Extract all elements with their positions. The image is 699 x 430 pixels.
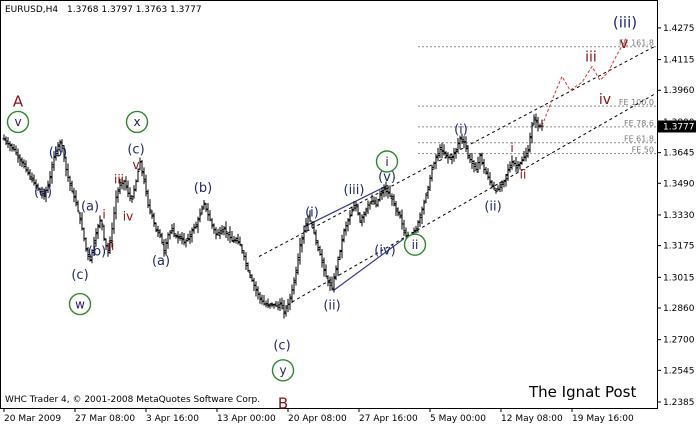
wave-label: B [278,394,288,412]
wave-label: A [13,93,24,111]
wave-label: (ii) [323,299,340,314]
chart-header: EURUSD,H4 1.3768 1.3797 1.3763 1.3777 [5,5,202,15]
wave-trend-line [333,238,405,291]
watermark-text: The Ignat Post [528,383,636,401]
x-tick-label: 27 Apr 16:00 [359,414,418,424]
y-tick-label: 1.3645 [663,149,695,159]
x-tick-label: 20 Apr 08:00 [288,414,347,424]
wave-label: (i) [305,206,319,221]
wave-label: iv [599,92,611,108]
y-tick-label: 1.3330 [663,211,695,221]
wave-label: (c) [71,268,88,283]
wave-trend-line [303,184,389,228]
chart-symbol: EURUSD,H4 [5,5,58,15]
wave-projection-path [541,38,627,127]
y-tick-label: 1.2385 [663,398,695,408]
wave-circle [403,233,427,256]
wave-circle [6,110,30,134]
x-tick-label: 12 May 08:00 [501,414,563,424]
y-tick-label: 1.3175 [663,242,695,252]
channel-line [291,92,657,303]
y-tick-label: 1.3015 [663,273,695,283]
x-tick-label: 27 Mar 08:00 [75,414,135,424]
y-tick-label: 1.2545 [663,366,695,376]
wave-label: iii [585,50,597,66]
wave-label: (a) [81,200,99,215]
x-tick-label: 13 Apr 00:00 [217,414,276,424]
wave-label: (iii) [613,13,637,31]
wave-label: (a) [34,185,52,200]
wave-label: x [133,115,140,129]
wave-label: ii [520,168,527,182]
wave-label: i [385,155,388,169]
wave-label: iv [123,209,133,223]
wave-label: y [279,364,286,378]
wave-circle [375,150,399,173]
wave-label: (v) [378,170,396,185]
x-tick-label: 5 May 00:00 [430,414,486,424]
wave-label: (a) [152,254,170,269]
wave-label: (c) [127,142,144,157]
x-tick-label: 3 Apr 16:00 [146,414,199,424]
wave-label: (i) [454,123,468,138]
wave-label: iii [114,173,124,187]
wave-label: i [510,141,513,155]
wave-label: w [75,297,85,311]
wave-label: (b) [194,181,212,196]
wave-label: i [102,207,105,221]
wave-label: v [132,158,139,172]
wave-label: (iv) [374,243,395,258]
fib-level-label: FE 50 [632,146,654,155]
y-tick-label: 1.3960 [663,86,695,96]
wave-label: (b) [88,244,106,259]
wave-label: (b) [49,145,67,160]
wave-circle [125,110,149,134]
x-tick-label: 19 May 16:00 [572,414,634,424]
fib-level-label: FE 161.8 [619,39,654,48]
wave-circle [68,292,92,316]
y-tick-label: 1.2860 [663,304,695,314]
wave-label: ii [412,238,419,252]
wave-label: (c) [273,338,290,353]
current-price-box [658,120,696,133]
current-price-label: 1.3777 [663,122,695,132]
y-tick-label: 1.4275 [663,24,695,34]
x-tick-label: 20 Mar 2009 [4,414,61,424]
fib-level-label: FE 100.0 [619,98,654,107]
copyright-text: WHC Trader 4, © 2001-2008 MetaQuotes Sof… [5,395,260,405]
fib-level-label: FE 78.6 [624,119,654,128]
y-tick-label: 1.3490 [663,179,695,189]
wave-label: v [620,36,628,52]
fib-level-label: FE 61.8 [624,135,654,144]
wave-label: (ii) [484,200,501,215]
wave-label: ii [108,239,115,253]
wave-label: (iii) [344,183,365,198]
y-tick-label: 1.4115 [663,56,695,66]
wave-circle [271,359,295,382]
chart-ohlc-values: 1.3768 1.3797 1.3763 1.3777 [67,5,202,15]
y-tick-label: 1.2700 [663,336,695,346]
wave-label: v [14,115,21,129]
